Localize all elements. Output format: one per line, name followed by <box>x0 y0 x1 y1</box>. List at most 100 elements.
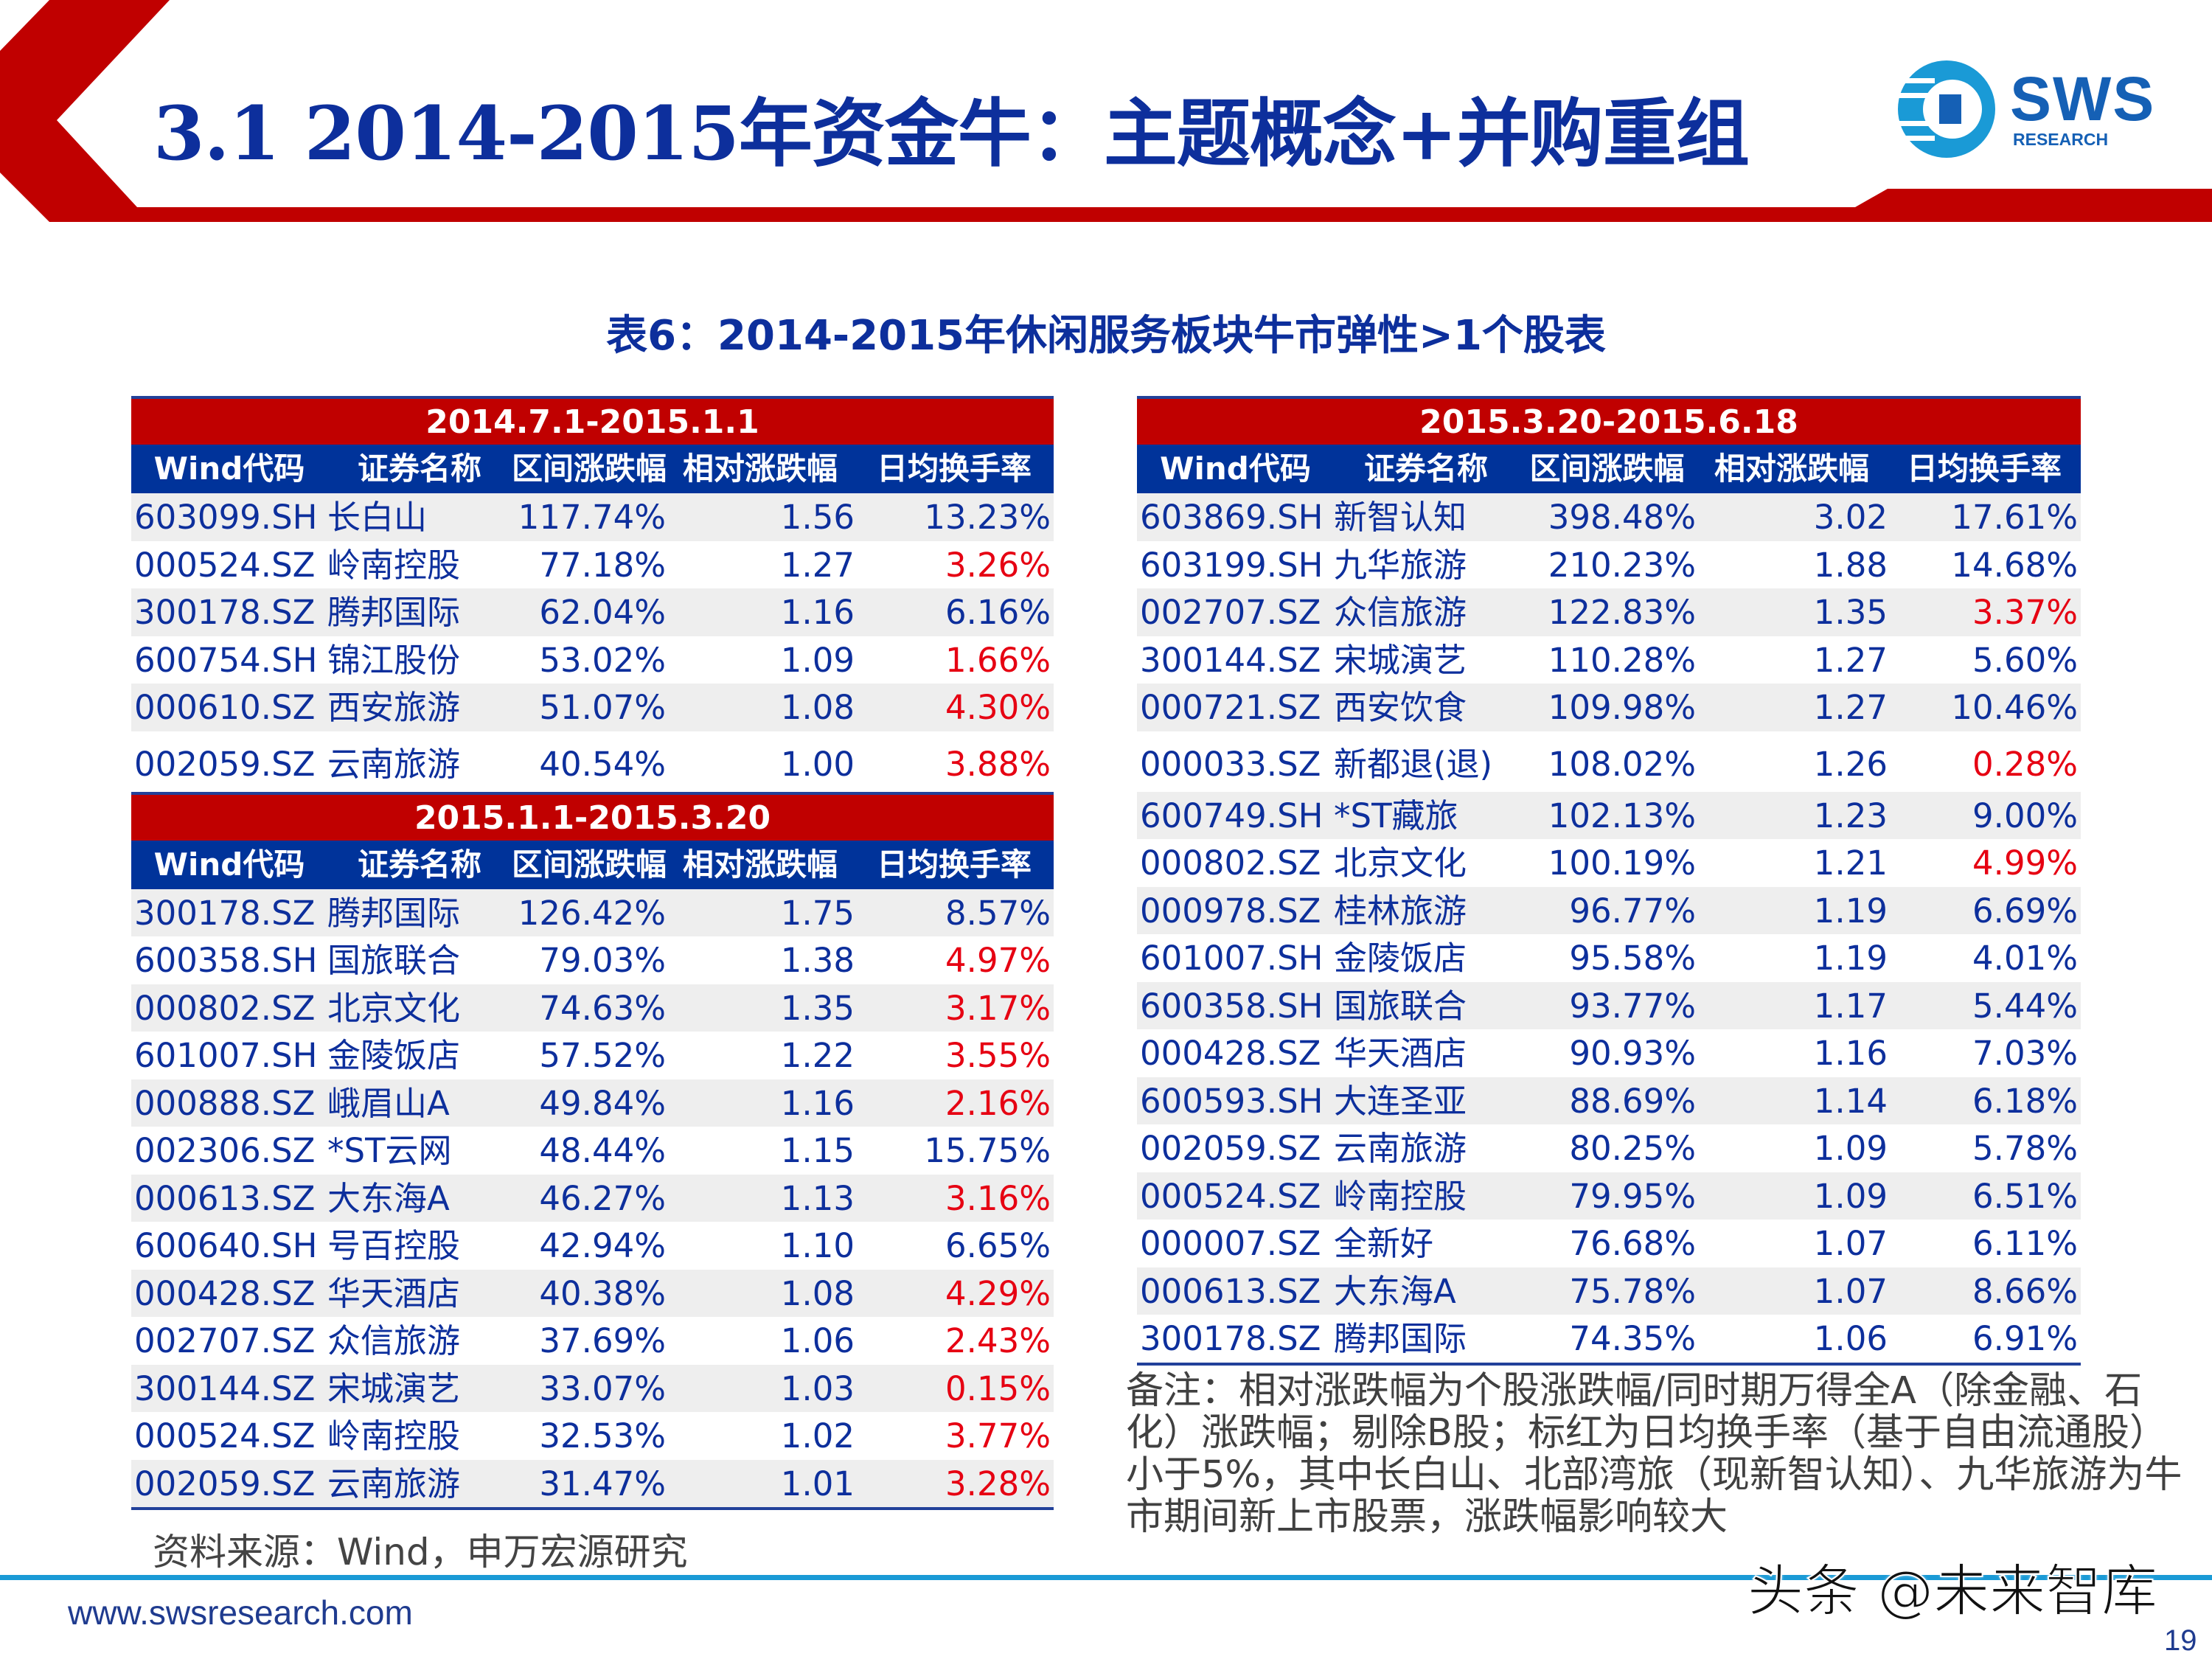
table-row: 000978.SZ 桂林旅游 96.77% 1.19 6.69% <box>1137 886 2081 934</box>
cell-relative-change: 1.00 <box>780 744 855 784</box>
cell-turnover: 3.26% <box>945 545 1051 585</box>
cell-relative-change: 1.03 <box>780 1368 855 1408</box>
cell-turnover: 13.23% <box>924 498 1051 537</box>
cell-range-change: 76.68% <box>1569 1224 1696 1263</box>
table-row: 000721.SZ 西安饮食 109.98% 1.27 10.46% <box>1137 684 2081 731</box>
cell-relative-change: 1.09 <box>1813 1129 1888 1168</box>
cell-name: 岭南控股 <box>327 545 461 585</box>
period-header: 2014.7.1-2015.1.1 <box>131 396 1054 445</box>
cell-turnover: 17.61% <box>1951 498 2078 537</box>
table-row: 603199.SH 九华旅游 210.23% 1.88 14.68% <box>1137 541 2081 589</box>
table-row: 000428.SZ 华天酒店 90.93% 1.16 7.03% <box>1137 1029 2081 1077</box>
cell-relative-change: 1.27 <box>1813 688 1888 727</box>
table-row: 300178.SZ 腾邦国际 126.42% 1.75 8.57% <box>131 888 1054 936</box>
table-row: 000802.SZ 北京文化 74.63% 1.35 3.17% <box>131 984 1054 1032</box>
logo-name: SWS <box>2010 64 2156 133</box>
table-row: 000802.SZ 北京文化 100.19% 1.21 4.99% <box>1137 839 2081 887</box>
table-row: 600640.SH 号百控股 42.94% 1.10 6.65% <box>131 1222 1054 1270</box>
header-red-frame <box>0 0 2212 222</box>
cell-name: 金陵饭店 <box>1334 939 1467 978</box>
cell-name: *ST云网 <box>327 1131 452 1170</box>
table-row: 000613.SZ 大东海A 75.78% 1.07 8.66% <box>1137 1267 2081 1315</box>
cell-name: 云南旅游 <box>327 744 461 784</box>
table-row: 300178.SZ 腾邦国际 62.04% 1.16 6.16% <box>131 588 1054 636</box>
cell-range-change: 95.58% <box>1569 939 1696 978</box>
table-title: 表6：2014-2015年休闲服务板块牛市弹性>1个股表 <box>606 312 1606 360</box>
column-header: 日均换手率 <box>876 451 1032 487</box>
cell-relative-change: 1.19 <box>1813 891 1888 931</box>
cell-range-change: 96.77% <box>1569 891 1696 931</box>
column-header: 区间涨跌幅 <box>1529 451 1685 487</box>
cell-name: 西安旅游 <box>327 688 461 727</box>
cell-relative-change: 1.22 <box>780 1036 855 1075</box>
cell-code: 600749.SH <box>1140 796 1324 835</box>
cell-turnover: 6.51% <box>1972 1176 2078 1216</box>
cell-code: 600358.SH <box>1140 986 1324 1026</box>
cell-name: 新都退(退) <box>1334 744 1493 784</box>
cell-code: 000524.SZ <box>1140 1176 1321 1216</box>
cell-range-change: 57.52% <box>539 1036 666 1075</box>
cell-name: 金陵饭店 <box>327 1036 461 1075</box>
cell-turnover: 3.28% <box>945 1464 1051 1503</box>
cell-range-change: 110.28% <box>1548 640 1696 680</box>
cell-range-change: 49.84% <box>539 1083 666 1123</box>
footer-divider <box>0 1575 2212 1580</box>
watermark: 头条 @未来智库 <box>1747 1558 2158 1624</box>
cell-relative-change: 1.08 <box>780 688 855 727</box>
cell-relative-change: 1.88 <box>1813 545 1888 585</box>
cell-relative-change: 1.27 <box>1813 640 1888 680</box>
table-row: 000007.SZ 全新好 76.68% 1.07 6.11% <box>1137 1220 2081 1267</box>
cell-code: 000613.SZ <box>134 1178 316 1218</box>
cell-turnover: 4.29% <box>945 1273 1051 1313</box>
cell-name: 宋城演艺 <box>1334 640 1467 680</box>
column-header: 证券名称 <box>357 846 481 883</box>
cell-range-change: 90.93% <box>1569 1034 1696 1073</box>
website-url[interactable]: www.swsresearch.com <box>68 1593 413 1632</box>
cell-name: 众信旅游 <box>327 1321 461 1360</box>
cell-turnover: 8.66% <box>1972 1271 2078 1311</box>
cell-name: 桂林旅游 <box>1334 891 1467 931</box>
column-header-row: Wind代码 证券名称 区间涨跌幅 相对涨跌幅 日均换手率 <box>1137 445 2081 493</box>
cell-relative-change: 1.15 <box>780 1131 855 1170</box>
period-header: 2015.3.20-2015.6.18 <box>1137 396 2081 445</box>
cell-code: 000033.SZ <box>1140 744 1321 784</box>
left-stock-table: 2014.7.1-2015.1.1 Wind代码 证券名称 区间涨跌幅 相对涨跌幅 日均换… <box>131 396 1054 1510</box>
table-row: 600749.SH *ST藏旅 102.13% 1.23 9.00% <box>1137 791 2081 839</box>
cell-code: 300178.SZ <box>134 893 316 933</box>
cell-turnover: 3.77% <box>945 1416 1051 1455</box>
cell-relative-change: 1.06 <box>780 1321 855 1360</box>
cell-code: 603099.SH <box>134 498 318 537</box>
table-row: 000888.SZ 峨眉山A 49.84% 1.16 2.16% <box>131 1079 1054 1127</box>
cell-range-change: 79.95% <box>1569 1176 1696 1216</box>
cell-relative-change: 1.56 <box>780 498 855 537</box>
cell-range-change: 88.69% <box>1569 1081 1696 1121</box>
cell-turnover: 9.00% <box>1972 796 2078 835</box>
cell-relative-change: 1.13 <box>780 1178 855 1218</box>
cell-relative-change: 1.19 <box>1813 939 1888 978</box>
cell-relative-change: 1.16 <box>1813 1034 1888 1073</box>
cell-code: 000007.SZ <box>1140 1224 1321 1263</box>
cell-name: 腾邦国际 <box>1334 1319 1467 1358</box>
cell-name: 云南旅游 <box>327 1464 461 1503</box>
cell-range-change: 126.42% <box>518 893 666 933</box>
cell-code: 000524.SZ <box>134 1416 316 1455</box>
source-note: 资料来源：Wind，申万宏源研究 <box>153 1531 688 1573</box>
cell-name: 北京文化 <box>327 988 461 1028</box>
cell-name: 北京文化 <box>1334 844 1467 883</box>
cell-turnover: 4.97% <box>945 941 1051 980</box>
column-header-row: Wind代码 证券名称 区间涨跌幅 相对涨跌幅 日均换手率 <box>131 445 1054 493</box>
cell-turnover: 3.88% <box>945 744 1051 784</box>
cell-turnover: 5.78% <box>1972 1129 2078 1168</box>
cell-name: 大东海A <box>1334 1271 1456 1311</box>
cell-turnover: 3.37% <box>1972 593 2078 632</box>
cell-relative-change: 1.17 <box>1813 986 1888 1026</box>
cell-code: 300178.SZ <box>1140 1319 1321 1358</box>
table-row: 601007.SH 金陵饭店 95.58% 1.19 4.01% <box>1137 934 2081 982</box>
cell-range-change: 100.19% <box>1548 844 1696 883</box>
cell-range-change: 77.18% <box>539 545 666 585</box>
cell-name: 大连圣亚 <box>1334 1081 1467 1121</box>
column-header: 相对涨跌幅 <box>682 451 838 487</box>
cell-turnover: 2.43% <box>945 1321 1051 1360</box>
table-row: 000613.SZ 大东海A 46.27% 1.13 3.16% <box>131 1174 1054 1222</box>
cell-code: 000802.SZ <box>1140 844 1321 883</box>
